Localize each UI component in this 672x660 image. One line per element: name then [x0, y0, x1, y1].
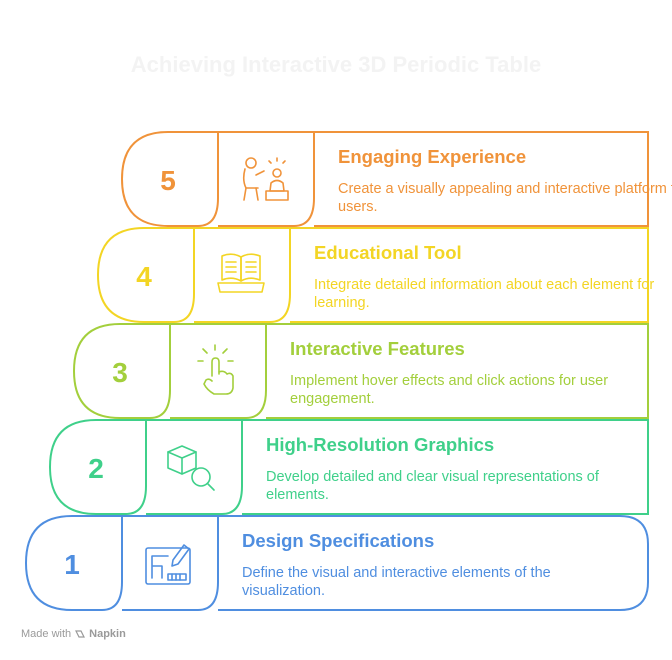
blueprint-pencil-icon: [145, 544, 191, 585]
step-4-shape: [96, 227, 649, 323]
napkin-logo-icon: [75, 630, 86, 638]
step-3-number: 3: [112, 357, 128, 388]
step-2-number: 2: [88, 453, 104, 484]
step-5-title: Engaging Experience: [338, 146, 527, 167]
step-4-number: 4: [136, 261, 152, 292]
step-4-title: Educational Tool: [314, 242, 462, 263]
step-5-number: 5: [160, 165, 176, 196]
tap-hand-icon: [197, 344, 234, 395]
step-1-title: Design Specifications: [242, 530, 435, 551]
step-5-description: Create a visually appealing and interact…: [338, 181, 672, 215]
step-5-shape: [120, 131, 649, 227]
step-2-description: Develop detailed and clear visual repres…: [266, 469, 599, 503]
napkin-brand: Napkin: [89, 628, 126, 640]
step-3-shape: [72, 323, 649, 419]
step-1-shape: [24, 515, 649, 611]
step-4-description: Integrate detailed information about eac…: [314, 277, 655, 311]
step-3-title: Interactive Features: [290, 338, 465, 359]
step-1-number: 1: [64, 549, 80, 580]
step-3-description: Implement hover effects and click action…: [290, 373, 609, 407]
made-with-label: Made with: [21, 628, 72, 640]
teacher-student-icon: [242, 157, 289, 201]
step-1-description: Define the visual and interactive elemen…: [242, 565, 551, 599]
made-with-napkin[interactable]: Made with Napkin: [21, 628, 126, 640]
cube-magnifier-icon: [167, 445, 215, 491]
diagram-title: Achieving Interactive 3D Periodic Table: [130, 52, 542, 77]
open-book-icon: [217, 253, 265, 293]
step-2-shape: [48, 419, 649, 515]
step-2-title: High-Resolution Graphics: [266, 434, 495, 455]
